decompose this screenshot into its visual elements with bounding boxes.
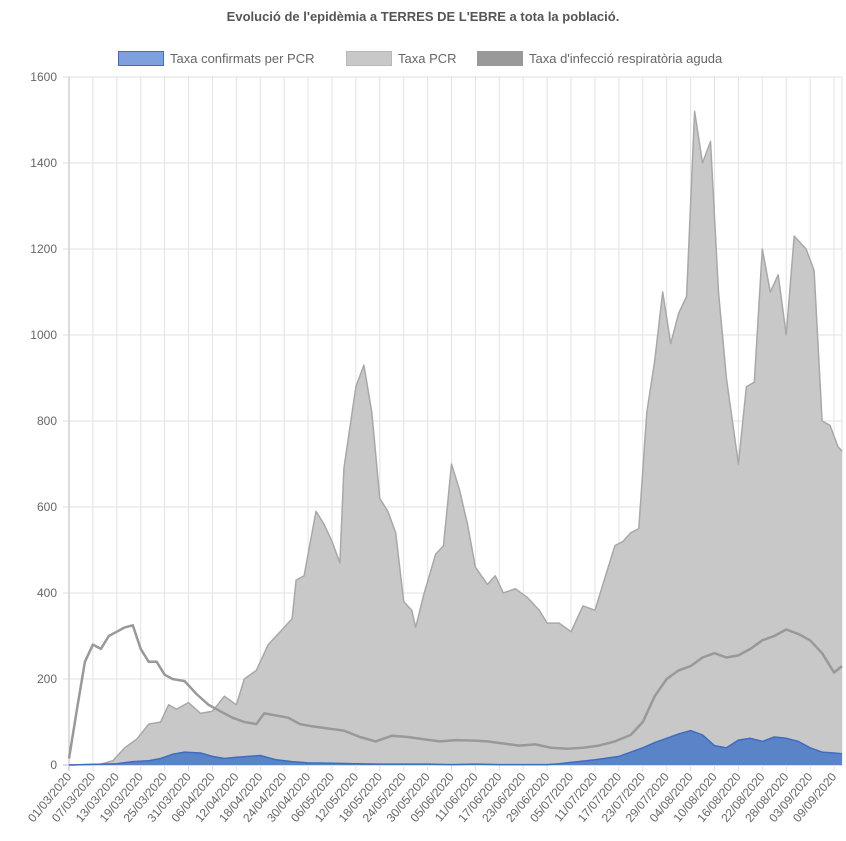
series-pcr-confirmed-line bbox=[68, 729, 843, 766]
y-tick-label: 600 bbox=[37, 500, 57, 514]
legend-item-pcr-rate[interactable]: Taxa PCR bbox=[346, 49, 457, 67]
legend-label-pcr-rate: Taxa PCR bbox=[398, 50, 457, 66]
y-tick-label: 400 bbox=[37, 586, 57, 600]
y-tick-label: 800 bbox=[37, 414, 57, 428]
legend-label-respiratory-infection: Taxa d'infecció respiratòria aguda bbox=[529, 50, 723, 66]
legend-swatch-respiratory-infection bbox=[477, 50, 523, 66]
series-pcr-rate-area bbox=[69, 111, 842, 765]
y-tick-label: 1200 bbox=[30, 242, 57, 256]
legend-item-respiratory-infection[interactable]: Taxa d'infecció respiratòria aguda bbox=[477, 49, 722, 67]
y-tick-label: 200 bbox=[37, 672, 57, 686]
chart-title: Evolució de l'epidèmia a TERRES DE L'EBR… bbox=[226, 9, 620, 24]
y-tick-label: 0 bbox=[50, 758, 57, 772]
legend-swatch-pcr-rate bbox=[346, 50, 392, 66]
legend: Taxa confirmats per PCR Taxa PCR Taxa d'… bbox=[0, 49, 846, 67]
legend-swatch-pcr-confirmed bbox=[118, 50, 164, 66]
y-tick-label: 1600 bbox=[30, 70, 57, 84]
series-respiratory-infection-line bbox=[67, 624, 843, 759]
y-tick-label: 1000 bbox=[30, 328, 57, 342]
legend-item-pcr-confirmed[interactable]: Taxa confirmats per PCR bbox=[118, 49, 315, 67]
legend-label-pcr-confirmed: Taxa confirmats per PCR bbox=[170, 50, 315, 66]
series-pcr-rate-line bbox=[68, 110, 843, 766]
y-tick-label: 1400 bbox=[30, 156, 57, 170]
